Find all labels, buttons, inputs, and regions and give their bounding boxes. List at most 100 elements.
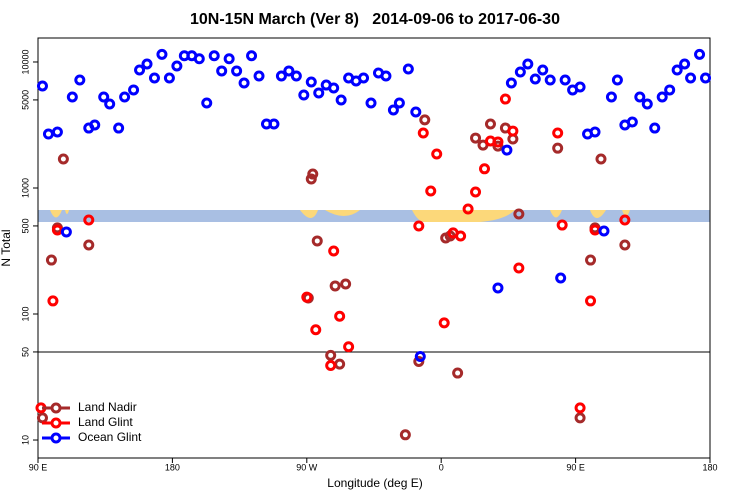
data-point xyxy=(98,91,110,103)
data-point xyxy=(634,91,646,103)
data-point xyxy=(156,48,168,60)
data-point xyxy=(290,70,302,82)
data-point xyxy=(36,412,48,424)
data-point xyxy=(479,163,491,175)
data-point xyxy=(305,76,317,88)
data-point xyxy=(57,153,69,165)
data-point xyxy=(552,127,564,139)
data-point xyxy=(589,126,601,138)
data-point xyxy=(462,203,474,215)
data-point xyxy=(499,93,511,105)
legend-label: Land Nadir xyxy=(78,400,137,414)
y-tick-label: 500 xyxy=(20,218,30,233)
legend-label: Ocean Glint xyxy=(78,430,142,444)
x-axis-label: Longitude (deg E) xyxy=(327,476,422,490)
data-point xyxy=(268,118,280,130)
data-point xyxy=(104,98,116,110)
y-tick-label: 10 xyxy=(20,435,30,445)
data-point xyxy=(656,91,668,103)
data-point xyxy=(51,126,63,138)
data-point xyxy=(334,310,346,322)
data-point xyxy=(83,214,95,226)
y-tick-label: 10000 xyxy=(20,49,30,74)
data-point xyxy=(649,122,661,134)
data-point xyxy=(51,224,63,236)
data-point xyxy=(552,142,564,154)
data-point xyxy=(574,412,586,424)
data-point xyxy=(399,429,411,441)
data-point xyxy=(208,50,220,62)
data-point xyxy=(492,140,504,152)
data-point xyxy=(585,295,597,307)
data-point xyxy=(492,136,504,148)
data-point xyxy=(598,225,610,237)
data-point xyxy=(334,358,346,370)
y-tick-label: 50 xyxy=(20,347,30,357)
data-point xyxy=(589,224,601,236)
data-point xyxy=(671,64,683,76)
data-point xyxy=(641,98,653,110)
legend-marker xyxy=(50,432,62,444)
data-point xyxy=(413,220,425,232)
data-point xyxy=(402,63,414,75)
data-point xyxy=(556,219,568,231)
data-point xyxy=(438,317,450,329)
data-point xyxy=(417,127,429,139)
data-point xyxy=(514,66,526,78)
data-point xyxy=(522,58,534,70)
data-point xyxy=(513,262,525,274)
data-point xyxy=(393,97,405,109)
data-point xyxy=(325,360,337,372)
data-point xyxy=(311,235,323,247)
data-point xyxy=(537,64,549,76)
y-tick-label: 100 xyxy=(20,306,30,321)
data-point xyxy=(358,72,370,84)
data-point xyxy=(329,280,341,292)
data-point xyxy=(470,132,482,144)
data-point xyxy=(231,65,243,77)
data-point xyxy=(595,153,607,165)
data-point xyxy=(36,80,48,92)
data-point xyxy=(66,91,78,103)
data-point xyxy=(700,72,712,84)
data-point xyxy=(238,77,250,89)
data-point xyxy=(119,91,131,103)
data-point xyxy=(193,53,205,65)
y-axis-label: N Total xyxy=(0,229,13,266)
data-point xyxy=(328,245,340,257)
data-point xyxy=(452,367,464,379)
y-tick-label: 1000 xyxy=(20,178,30,198)
x-tick-label: 0 xyxy=(439,462,444,472)
data-point xyxy=(507,125,519,137)
data-point xyxy=(74,74,86,86)
data-point xyxy=(216,65,228,77)
data-point xyxy=(335,94,347,106)
data-point xyxy=(419,114,431,126)
legend-label: Land Glint xyxy=(78,415,133,429)
data-point xyxy=(410,106,422,118)
land-ocean-band xyxy=(38,210,710,222)
x-tick-label: 90 E xyxy=(566,462,585,472)
legend-marker xyxy=(50,417,62,429)
data-point xyxy=(470,186,482,198)
data-point xyxy=(685,72,697,84)
data-point xyxy=(425,185,437,197)
data-point xyxy=(529,73,541,85)
data-point xyxy=(113,122,125,134)
data-point xyxy=(301,291,313,303)
legend-marker xyxy=(50,402,62,414)
data-point xyxy=(313,87,325,99)
data-point xyxy=(380,70,392,82)
data-point xyxy=(501,144,513,156)
data-point xyxy=(60,226,72,238)
data-point xyxy=(253,70,265,82)
data-point xyxy=(505,77,517,89)
data-point xyxy=(134,64,146,76)
data-point xyxy=(83,239,95,251)
data-point xyxy=(664,84,676,96)
x-tick-label: 90 E xyxy=(29,462,48,472)
data-point xyxy=(611,74,623,86)
data-point xyxy=(574,81,586,93)
data-point xyxy=(365,97,377,109)
data-point xyxy=(246,50,258,62)
